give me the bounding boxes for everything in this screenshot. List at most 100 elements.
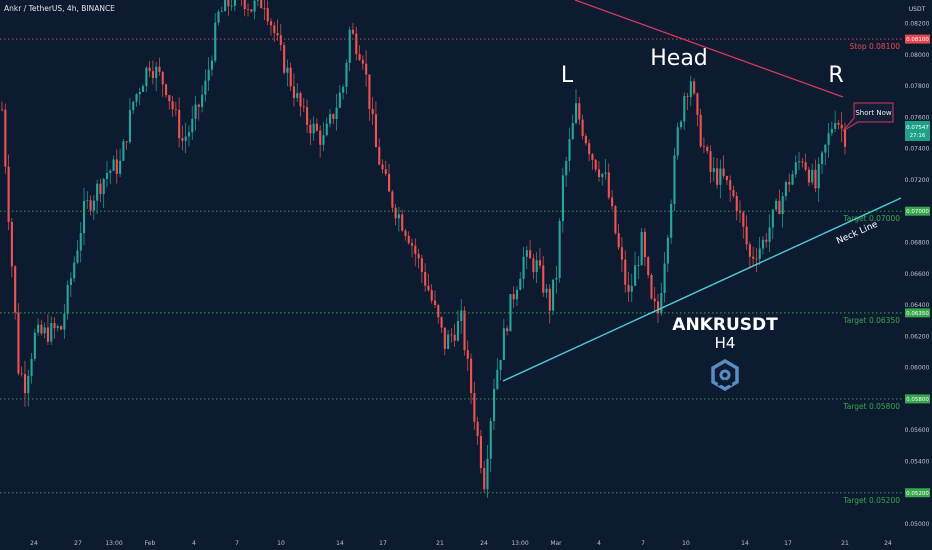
candle-body (194, 104, 197, 119)
candle-body (40, 324, 43, 334)
candle-body (545, 288, 548, 293)
candle-body (14, 266, 17, 313)
candle-body (99, 183, 102, 195)
candle-body (224, 0, 227, 12)
candlestick-series (1, 0, 847, 498)
level-price-tag-text: 0.05200 (906, 491, 929, 497)
level-label: Target 0.05800 (842, 402, 900, 411)
head-label: Head (650, 46, 708, 71)
candle-body (132, 101, 135, 111)
short-now-callout[interactable]: Short Now (842, 102, 894, 132)
candle-body (748, 244, 751, 257)
candle-body (230, 5, 233, 7)
candle-body (597, 169, 601, 178)
candle-body (404, 230, 407, 236)
candle-body (309, 124, 312, 134)
candle-body (814, 169, 817, 189)
candle-body (673, 155, 676, 204)
candle-body (581, 119, 584, 136)
candle-body (804, 162, 807, 170)
price-tick: 0.05400 (905, 458, 930, 465)
candle-body (843, 128, 847, 147)
candle-body (128, 110, 132, 143)
candle-body (335, 107, 338, 120)
candle-body (558, 221, 561, 278)
level-price-tag-text: 0.05800 (906, 397, 929, 403)
candle-body (391, 191, 394, 208)
candle-body (696, 93, 699, 115)
price-tick: 0.06200 (905, 333, 930, 340)
candle-body (745, 226, 748, 245)
left-shoulder-label: L (561, 63, 574, 88)
candle-body (315, 123, 318, 131)
candle-body (486, 458, 489, 490)
candle-body (493, 388, 496, 422)
price-axis[interactable]: USDT 0.08200 0.08000 0.07800 0.07600 0.07400… (903, 0, 932, 535)
candle-body (447, 334, 450, 349)
candle-body (460, 310, 463, 321)
candle-body (601, 173, 604, 178)
candle-body (325, 123, 328, 136)
candle-body (338, 92, 341, 108)
price-tick: 0.07600 (905, 114, 930, 121)
level-price-tag-text: 0.08100 (906, 37, 929, 43)
candle-body (66, 285, 69, 314)
candle-body (660, 293, 663, 314)
candle-body (565, 160, 568, 176)
candle-body (483, 468, 486, 490)
candle-body (292, 86, 296, 98)
level-price-tag-text: 0.06350 (906, 311, 929, 317)
candle-body (430, 290, 433, 301)
descending-trend-line[interactable] (574, 0, 844, 98)
candle-body (561, 175, 564, 222)
candle-body (588, 143, 591, 155)
candle-body (519, 278, 522, 290)
candle-body (742, 212, 745, 227)
candle-body (594, 159, 597, 170)
candle-body (263, 8, 266, 9)
candle-body (411, 243, 414, 246)
candle-body (683, 96, 686, 122)
time-axis[interactable]: 24 27 13:00 Feb 4 7 10 14 17 21 24 13:00 Mar 4 7 10 14 17… (0, 536, 932, 550)
candle-body (102, 178, 105, 195)
candle-body (614, 206, 617, 234)
candle-body (693, 81, 696, 94)
candle-body (548, 288, 551, 311)
candle-body (46, 327, 50, 342)
candle-body (407, 235, 410, 244)
candle-body (37, 324, 40, 333)
price-tick: 0.07800 (905, 83, 930, 90)
neck-line[interactable] (502, 197, 902, 382)
candle-body (119, 160, 122, 174)
candle-body (201, 94, 204, 107)
candle-body (788, 182, 791, 185)
candle-body (138, 91, 141, 95)
candle-body (10, 221, 13, 267)
price-axis-currency: USDT (909, 6, 926, 13)
candle-body (302, 106, 305, 108)
candle-body (450, 334, 453, 336)
candle-body (30, 358, 33, 376)
candle-body (830, 128, 833, 134)
candle-body (384, 169, 387, 174)
candle-body (79, 232, 82, 251)
candle-body (571, 123, 574, 140)
candle-body (50, 323, 53, 342)
candle-body (666, 237, 669, 264)
candle-body (515, 289, 519, 300)
time-tick: 24 (30, 540, 38, 547)
candle-body (552, 279, 555, 311)
candle-body (1, 109, 4, 111)
level-price-tag (905, 206, 930, 216)
candle-body (424, 271, 427, 286)
candle-body (640, 231, 643, 266)
candle-body (361, 59, 364, 64)
candle-body (145, 67, 148, 87)
candle-body (827, 133, 830, 145)
candle-body (798, 161, 801, 163)
candle-body (115, 159, 118, 174)
candle-body (187, 132, 191, 137)
candle-body (342, 86, 345, 93)
candle-body (299, 93, 302, 107)
